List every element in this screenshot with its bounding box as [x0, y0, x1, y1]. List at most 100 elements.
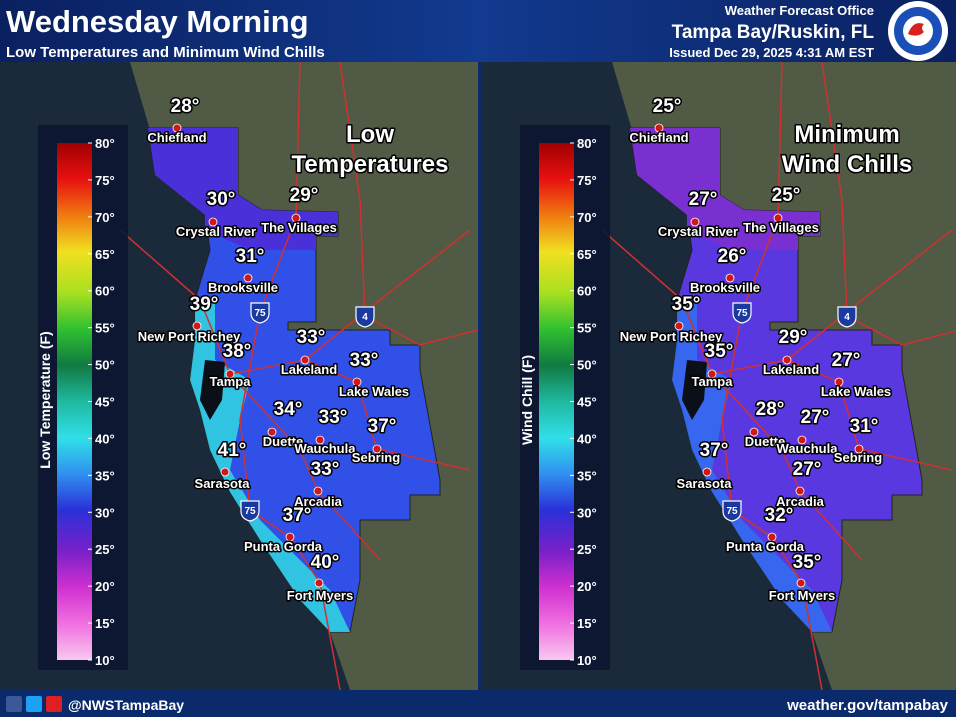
footer-band — [0, 690, 956, 717]
legend-tick-label: 10° — [577, 653, 597, 668]
highway-shield — [837, 306, 857, 328]
legend-tick-label: 55° — [95, 321, 115, 336]
legend-tick-label: 50° — [95, 358, 115, 373]
city-value: 35° — [793, 552, 822, 573]
map-panel: Minimum Wind Chills Wind Chill (F) 80° 75° 70… — [482, 62, 956, 690]
city-name: Wauchula — [777, 441, 839, 456]
legend-tick-label: 10° — [95, 653, 115, 668]
city-name: New Port Richey — [138, 329, 241, 344]
city-marker — [690, 217, 700, 227]
city-value: 32° — [765, 505, 794, 526]
city-value: 33° — [350, 350, 379, 371]
city-value: 28° — [756, 399, 785, 420]
city-marker — [725, 273, 735, 283]
legend-tick-label: 65° — [95, 247, 115, 262]
city-value: 38° — [223, 341, 252, 362]
panel-title: Wind Chills — [782, 151, 912, 178]
highway-shield — [250, 302, 270, 324]
city-name: Lakeland — [763, 362, 819, 377]
city-value: 25° — [653, 96, 682, 117]
city-marker — [291, 213, 301, 223]
city-value: 25° — [772, 185, 801, 206]
city-marker — [797, 435, 807, 445]
nws-logo — [888, 1, 948, 61]
city-name: Sebring — [834, 450, 882, 465]
legend-tick-label: 45° — [95, 395, 115, 410]
city-marker — [314, 578, 324, 588]
city-marker — [773, 213, 783, 223]
city-marker — [285, 532, 295, 542]
forecast-area-north — [148, 128, 338, 250]
city-name: Arcadia — [776, 494, 824, 509]
city-name: Duette — [745, 434, 785, 449]
header-band — [0, 0, 956, 62]
legend-tick-label: 15° — [577, 616, 597, 631]
legend-tick-label: 20° — [95, 579, 115, 594]
city-name: New Port Richey — [620, 329, 723, 344]
office: Weather Forecast Office — [725, 3, 874, 18]
highway-shield-label: 75 — [726, 506, 738, 517]
legend-tick-label: 35° — [95, 468, 115, 483]
panel-title: Temperatures — [292, 151, 449, 178]
city-name: The Villages — [743, 220, 819, 235]
highway — [239, 62, 341, 690]
city-name: Tampa — [210, 374, 252, 389]
city-name: Crystal River — [658, 224, 738, 239]
city-name: The Villages — [261, 220, 337, 235]
twitter-icon[interactable] — [26, 696, 42, 712]
highway — [304, 359, 471, 471]
city-value: 33° — [311, 459, 340, 480]
tampa-bay — [682, 360, 707, 420]
city-marker — [782, 355, 792, 365]
city-name: Chiefland — [147, 130, 206, 145]
city-value: 34° — [274, 399, 303, 420]
highway — [711, 373, 863, 561]
map-panel: Low Temperatures Low Temperature (F) 80° 75°… — [0, 62, 478, 690]
city-name: Crystal River — [176, 224, 256, 239]
youtube-icon[interactable] — [46, 696, 62, 712]
highway-shield-label: 75 — [736, 308, 748, 319]
forecast-area-coast — [672, 300, 832, 632]
legend-label: Wind Chill (F) — [519, 355, 535, 445]
panel-title: Low — [346, 121, 394, 148]
city-name: Chiefland — [629, 130, 688, 145]
legend-tick-label: 55° — [577, 321, 597, 336]
legend-tick-label: 70° — [577, 210, 597, 225]
city-value: 31° — [236, 246, 265, 267]
city-marker — [172, 123, 182, 133]
legend-tick-label: 25° — [577, 542, 597, 557]
forecast-area-north — [630, 128, 820, 250]
city-marker — [225, 369, 235, 379]
facebook-icon[interactable] — [6, 696, 22, 712]
city-value: 28° — [171, 96, 200, 117]
legend-label: Low Temperature (F) — [37, 331, 53, 468]
city-marker — [313, 486, 323, 496]
city-name: Fort Myers — [287, 588, 353, 603]
legend-tick-label: 60° — [577, 284, 597, 299]
social-handle[interactable]: @NWSTampaBay — [68, 697, 184, 713]
city-value: 31° — [850, 416, 879, 437]
highway — [721, 62, 823, 690]
panel-title: Minimum — [794, 121, 899, 148]
legend-tick-label: 80° — [95, 136, 115, 151]
city-marker — [300, 355, 310, 365]
city-value: 33° — [297, 327, 326, 348]
city-name: Punta Gorda — [726, 539, 805, 554]
city-value: 41° — [218, 440, 247, 461]
website[interactable]: weather.gov/tampabay — [786, 697, 949, 714]
tampa-bay — [200, 360, 225, 420]
legend-tick-label: 80° — [577, 136, 597, 151]
city-value: 37° — [700, 440, 729, 461]
city-marker — [267, 427, 277, 437]
city-name: Lake Wales — [821, 384, 891, 399]
highway-shield-label: 75 — [254, 308, 266, 319]
city-value: 27° — [832, 350, 861, 371]
city-value: 37° — [283, 505, 312, 526]
legend-tick-label: 40° — [95, 431, 115, 446]
city-name: Fort Myers — [769, 588, 835, 603]
city-value: 33° — [319, 407, 348, 428]
city-value: 27° — [793, 459, 822, 480]
legend-tick-label: 60° — [95, 284, 115, 299]
legend-tick-label: 45° — [577, 395, 597, 410]
city-marker — [767, 532, 777, 542]
